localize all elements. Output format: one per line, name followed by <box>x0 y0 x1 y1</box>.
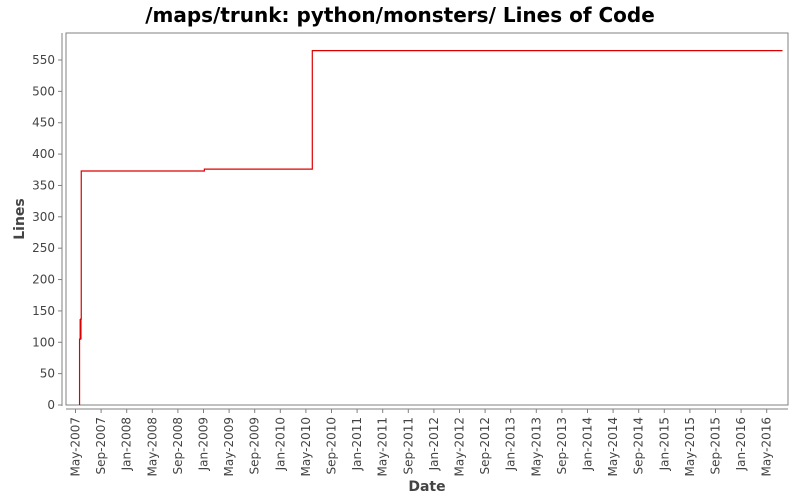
y-tick-label: 500 <box>32 84 55 98</box>
y-tick-label: 350 <box>32 178 55 192</box>
x-tick-label: Sep-2012 <box>478 417 492 475</box>
x-tick-label: Jan-2014 <box>581 417 595 471</box>
x-tick-label: Jan-2011 <box>350 417 364 471</box>
x-tick-label: May-2008 <box>145 417 159 476</box>
y-tick-label: 550 <box>32 53 55 67</box>
y-tick-label: 150 <box>32 304 55 318</box>
chart-title: /maps/trunk: python/monsters/ Lines of C… <box>145 3 655 27</box>
series-lines-of-code <box>78 49 783 405</box>
x-tick-label: May-2007 <box>69 417 83 476</box>
x-tick-label: May-2009 <box>222 417 236 476</box>
y-tick-label: 400 <box>32 147 55 161</box>
x-tick-label: May-2013 <box>529 417 543 476</box>
x-tick-label: May-2010 <box>299 417 313 476</box>
x-tick-label: May-2016 <box>760 417 774 476</box>
x-tick-label: Sep-2007 <box>94 417 108 475</box>
x-tick-label: May-2012 <box>453 417 467 476</box>
y-tick-label: 50 <box>40 367 55 381</box>
x-tick-label: May-2011 <box>376 417 390 476</box>
x-tick-label: Jan-2012 <box>427 417 441 471</box>
x-tick-label: Jan-2016 <box>734 417 748 471</box>
y-tick-label: 0 <box>47 398 55 412</box>
x-tick-label: Sep-2010 <box>325 417 339 475</box>
x-tick-label: Jan-2009 <box>197 417 211 471</box>
x-tick-label: Sep-2013 <box>555 417 569 475</box>
x-tick-label: Sep-2009 <box>248 417 262 475</box>
x-tick-label: Sep-2015 <box>709 417 723 475</box>
x-tick-label: Jan-2015 <box>657 417 671 471</box>
y-tick-label: 100 <box>32 335 55 349</box>
y-axis-ticks: 0 50 100 150 200 250 300 350 400 450 500 550 <box>32 53 62 412</box>
y-tick-label: 300 <box>32 210 55 224</box>
x-axis-title: Date <box>408 479 445 495</box>
x-tick-label: Jan-2013 <box>504 417 518 471</box>
x-tick-label: May-2015 <box>683 417 697 476</box>
x-tick-label: Sep-2014 <box>632 417 646 475</box>
y-tick-label: 450 <box>32 116 55 130</box>
x-tick-label: Jan-2010 <box>273 417 287 471</box>
x-tick-label: Sep-2011 <box>401 417 415 475</box>
y-tick-label: 250 <box>32 241 55 255</box>
plot-area <box>65 32 789 406</box>
y-axis-title: Lines <box>12 198 28 240</box>
x-tick-label: Sep-2008 <box>171 417 185 475</box>
x-axis-ticks: May-2007 Sep-2007 Jan-2008 May-2008 Sep-2008… <box>69 409 774 476</box>
y-tick-label: 200 <box>32 273 55 287</box>
x-tick-label: Jan-2008 <box>120 417 134 471</box>
x-tick-label: May-2014 <box>606 417 620 476</box>
